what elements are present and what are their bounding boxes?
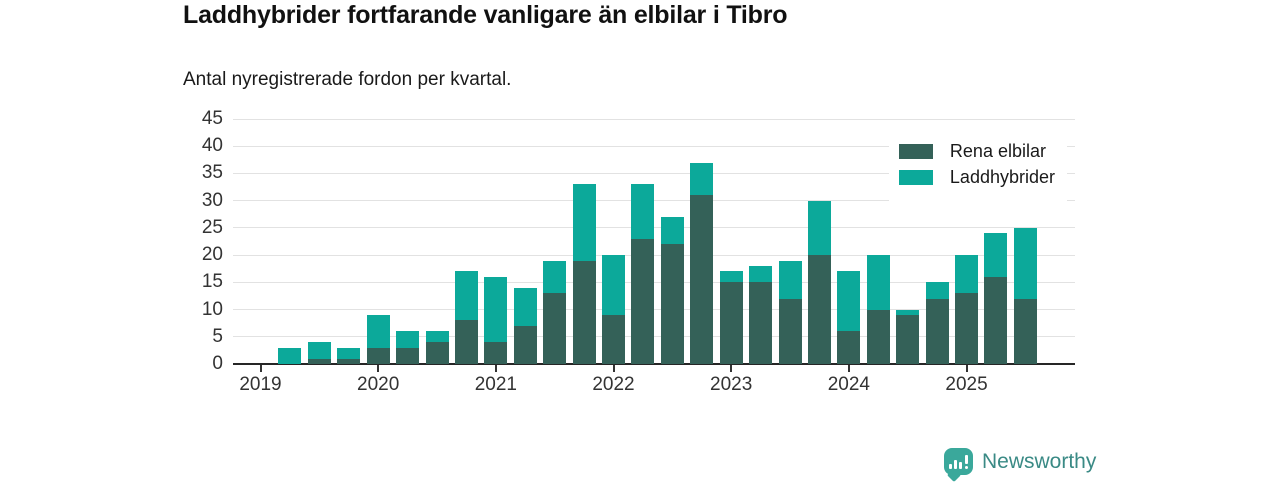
x-axis-tick — [730, 365, 733, 372]
bar-segment-rena-elbilar — [484, 342, 508, 364]
newsworthy-logo-icon — [944, 448, 973, 482]
x-axis-tick — [494, 365, 497, 372]
legend-label: Laddhybrider — [949, 167, 1055, 187]
x-axis-tick-label: 2021 — [474, 374, 517, 395]
bar-segment-rena-elbilar — [778, 298, 802, 364]
y-axis-tick-label: 45 — [201, 108, 223, 129]
bar-segment-rena-elbilar — [690, 195, 714, 364]
bar-segment-rena-elbilar — [307, 358, 331, 364]
chart-title: Laddhybrider fortfarande vanligare än el… — [183, 1, 788, 29]
newsworthy-logo: Newsworthy — [944, 448, 1097, 482]
bar-segment-rena-elbilar — [719, 282, 743, 364]
exclamation-icon — [965, 455, 968, 469]
legend-label: Rena elbilar — [949, 141, 1046, 161]
bar-segment-laddhybrider — [513, 287, 537, 326]
legend: Rena elbilar Laddhybrider — [888, 128, 1067, 203]
legend-item-rena-elbilar: Rena elbilar — [898, 141, 1055, 162]
x-axis-tick — [612, 365, 615, 372]
x-axis-tick — [377, 365, 380, 372]
bar-segment-laddhybrider — [631, 184, 655, 239]
bar-segment-rena-elbilar — [631, 238, 655, 364]
plot-area: Rena elbilar Laddhybrider 0 5 10 15 20 25 30 35… — [202, 109, 1075, 395]
bar-segment-rena-elbilar — [513, 325, 537, 364]
y-axis-tick-label: 35 — [201, 162, 223, 184]
bar-segment-laddhybrider — [366, 315, 390, 348]
y-axis-tick-label: 10 — [201, 298, 223, 320]
x-axis-tick-label: 2023 — [710, 374, 753, 395]
bar-segment-rena-elbilar — [454, 320, 478, 364]
x-axis-tick-label: 2025 — [945, 374, 988, 395]
bar-segment-rena-elbilar — [602, 315, 625, 364]
bar-segment-laddhybrider — [337, 347, 361, 359]
bar-segment-laddhybrider — [572, 184, 596, 261]
newsworthy-wordmark: Newsworthy — [982, 449, 1097, 473]
bar-segment-rena-elbilar — [984, 276, 1008, 364]
legend-swatch-laddhybrider — [898, 170, 933, 185]
legend-item-laddhybrider: Laddhybrider — [898, 167, 1055, 188]
legend-swatch-rena-elbilar — [898, 144, 933, 159]
bar-segment-laddhybrider — [866, 255, 890, 310]
bar-segment-rena-elbilar — [807, 255, 831, 364]
bar-segment-laddhybrider — [719, 271, 743, 283]
bar-segment-rena-elbilar — [896, 315, 920, 364]
bar-segment-laddhybrider — [925, 282, 949, 299]
bar-segment-rena-elbilar — [337, 358, 361, 364]
bar-segment-laddhybrider — [660, 217, 684, 245]
bar-segment-laddhybrider — [454, 271, 478, 321]
y-axis-tick-label: 25 — [201, 216, 223, 238]
gridline — [233, 118, 1075, 120]
bar-segment-laddhybrider — [484, 276, 508, 343]
x-axis-tick-label: 2020 — [357, 374, 400, 395]
x-axis-tick — [965, 365, 968, 372]
y-axis-tick-label: 15 — [201, 271, 223, 293]
x-axis-tick-label: 2019 — [239, 374, 282, 395]
bar-segment-laddhybrider — [396, 331, 420, 348]
bar-segment-laddhybrider — [749, 266, 773, 283]
bar-segment-rena-elbilar — [837, 331, 861, 364]
y-axis-tick-label: 0 — [212, 353, 223, 374]
bar-segment-laddhybrider — [807, 200, 831, 256]
bar-segment-laddhybrider — [307, 342, 331, 359]
bar-segment-rena-elbilar — [1013, 298, 1037, 364]
bar-segment-laddhybrider — [425, 331, 449, 343]
x-axis-line — [233, 363, 1075, 365]
x-axis-tick-label: 2024 — [827, 374, 870, 395]
bar-segment-rena-elbilar — [955, 293, 979, 364]
bar-segment-laddhybrider — [602, 255, 625, 315]
bar-segment-rena-elbilar — [572, 260, 596, 364]
bar-segment-laddhybrider — [778, 260, 802, 299]
bar-segment-rena-elbilar — [396, 347, 420, 364]
bar-segment-laddhybrider — [955, 255, 979, 294]
x-axis-tick — [259, 365, 262, 372]
bar-segment-laddhybrider — [690, 162, 714, 196]
x-axis-tick — [847, 365, 850, 372]
y-axis-tick-label: 20 — [201, 244, 223, 266]
bar-segment-rena-elbilar — [425, 342, 449, 364]
mini-bar-chart-icon — [949, 455, 968, 469]
y-axis-tick-label: 5 — [212, 325, 223, 347]
gridline — [233, 172, 1075, 174]
bar-segment-rena-elbilar — [543, 293, 567, 364]
bar-segment-laddhybrider — [1013, 227, 1037, 299]
y-axis-tick-label: 30 — [201, 189, 223, 211]
bar-segment-rena-elbilar — [866, 309, 890, 364]
chart-subtitle: Antal nyregistrerade fordon per kvartal. — [183, 69, 512, 90]
bar-segment-rena-elbilar — [749, 282, 773, 364]
gridline — [233, 145, 1075, 147]
bar-segment-laddhybrider — [543, 260, 567, 294]
bar-segment-laddhybrider — [278, 347, 302, 364]
bar-segment-rena-elbilar — [925, 298, 949, 364]
y-axis-tick-label: 40 — [201, 135, 223, 157]
x-axis-tick-label: 2022 — [592, 374, 635, 395]
bar-segment-laddhybrider — [837, 271, 861, 332]
bar-segment-laddhybrider — [896, 309, 920, 315]
bar-segment-rena-elbilar — [366, 347, 390, 364]
bar-segment-laddhybrider — [984, 233, 1008, 277]
bar-segment-rena-elbilar — [660, 244, 684, 364]
